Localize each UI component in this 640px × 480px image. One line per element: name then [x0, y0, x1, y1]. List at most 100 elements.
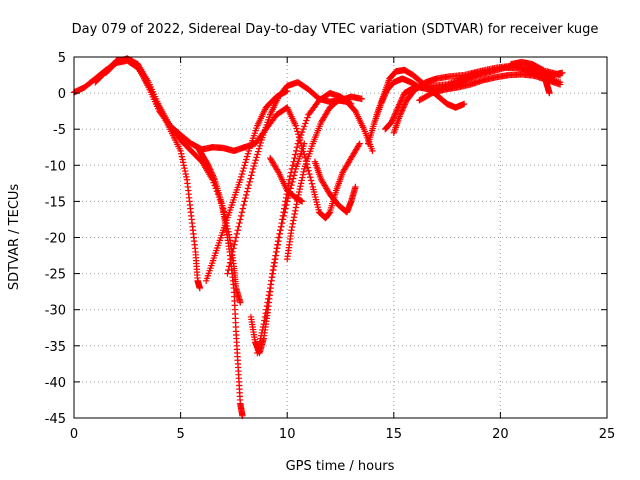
data-point-marker	[243, 156, 250, 163]
y-tick-label: -10	[45, 159, 66, 174]
data-point-marker	[244, 185, 252, 192]
data-point-marker	[238, 170, 246, 178]
data-point-marker	[298, 177, 305, 184]
x-tick-label: 5	[176, 427, 184, 442]
data-point-marker	[297, 139, 305, 147]
data-point-marker	[253, 154, 260, 161]
data-point-marker	[241, 198, 248, 205]
data-point-marker	[269, 266, 277, 274]
data-point-marker	[233, 230, 241, 238]
data-point-marker	[401, 101, 408, 108]
data-point-marker	[274, 241, 281, 248]
data-point-marker	[288, 223, 296, 231]
y-tick-label: -40	[45, 376, 66, 391]
data-point-marker	[269, 270, 276, 277]
data-point-marker	[242, 194, 249, 202]
data-point-marker	[293, 144, 301, 151]
data-point-marker	[236, 219, 243, 227]
data-point-marker	[301, 154, 309, 161]
data-point-marker	[388, 118, 395, 126]
data-point-marker	[208, 170, 216, 178]
data-point-marker	[237, 299, 244, 306]
data-point-marker	[556, 81, 564, 88]
data-point-marker	[289, 162, 296, 169]
data-point-marker	[237, 173, 245, 181]
data-point-marker	[255, 145, 263, 152]
data-point-marker	[294, 140, 302, 147]
data-point-marker	[206, 164, 213, 172]
data-point-marker	[292, 151, 299, 158]
data-point-marker	[243, 153, 251, 160]
data-point-marker	[277, 227, 284, 234]
data-point-marker	[280, 212, 287, 220]
series-arc-b	[92, 55, 291, 155]
data-point-marker	[177, 147, 184, 155]
data-point-marker	[296, 136, 304, 144]
data-point-marker	[282, 205, 289, 212]
data-point-marker	[460, 100, 468, 108]
data-point-marker	[358, 95, 366, 103]
data-point-marker	[398, 108, 405, 116]
data-point-marker	[356, 140, 363, 147]
data-point-marker	[196, 284, 203, 292]
series-arc-n	[373, 66, 468, 118]
data-point-marker	[183, 173, 190, 181]
data-point-marker	[257, 139, 264, 147]
y-tick-labels: 5 0 -5 -10 -15 -20 -25 -30 -35 -40 -45	[45, 51, 66, 427]
data-point-marker	[235, 223, 242, 230]
data-point-marker	[302, 157, 310, 165]
data-point-marker	[226, 263, 233, 270]
series-arc-q	[416, 71, 564, 104]
data-point-marker	[275, 234, 282, 241]
series-arc-a	[70, 57, 203, 292]
data-point-marker	[289, 220, 296, 227]
data-point-marker	[278, 219, 286, 227]
data-point-marker	[180, 162, 187, 169]
data-point-marker	[291, 168, 299, 176]
data-point-marker	[304, 164, 311, 171]
data-point-marker	[255, 148, 262, 155]
data-point-marker	[252, 157, 259, 164]
data-point-marker	[288, 181, 295, 189]
data-point-marker	[288, 227, 295, 234]
data-point-marker	[297, 183, 304, 190]
x-tick-label: 15	[386, 427, 403, 442]
data-point-marker	[181, 164, 188, 172]
data-point-marker	[290, 172, 298, 179]
data-point-marker	[208, 169, 215, 176]
data-point-marker	[300, 168, 307, 175]
data-point-marker	[270, 259, 278, 266]
data-point-marker	[182, 170, 189, 178]
x-tick-label: 0	[70, 427, 78, 442]
y-tick-label: -35	[45, 340, 66, 355]
data-point-marker	[240, 201, 247, 209]
data-point-marker	[272, 248, 280, 256]
data-point-marker	[239, 205, 247, 212]
data-point-marker	[242, 159, 249, 166]
data-point-marker	[298, 198, 306, 205]
data-point-marker	[231, 237, 239, 245]
y-tick-label: -20	[45, 232, 66, 247]
series-arc-h	[247, 140, 308, 357]
data-point-marker	[307, 174, 314, 181]
data-point-marker	[276, 230, 283, 238]
data-point-marker	[352, 183, 359, 191]
data-point-marker	[298, 128, 306, 136]
data-point-marker	[546, 89, 553, 97]
data-point-marker	[303, 117, 310, 124]
data-point-marker	[237, 212, 245, 220]
data-point-marker	[283, 201, 290, 209]
data-point-marker	[292, 122, 299, 129]
y-tick-label: -25	[45, 268, 66, 283]
data-point-marker	[295, 133, 303, 141]
data-point-marker	[398, 107, 406, 114]
data-point-marker	[245, 181, 253, 189]
data-point-marker	[210, 175, 218, 182]
x-tick-labels: 0 5 10 15 20 25	[70, 427, 615, 442]
data-point-marker	[301, 151, 308, 158]
data-point-marker	[227, 255, 235, 263]
data-point-marker	[244, 150, 252, 157]
data-point-marker	[231, 241, 238, 248]
data-point-marker	[291, 210, 298, 218]
